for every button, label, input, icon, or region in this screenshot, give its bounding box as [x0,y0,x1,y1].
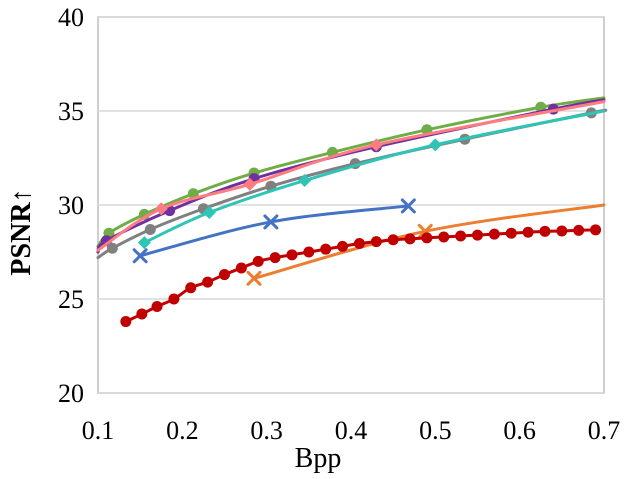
data-point [505,227,517,239]
data-point [298,174,312,188]
data-point [369,138,383,152]
series-pink [96,100,606,252]
series-line-teal [142,109,606,245]
data-point [488,228,500,240]
series-teal [137,109,606,250]
y-tick-label: 30 [58,191,84,220]
data-point [269,252,281,264]
tick-layer: 20 25 30 35 40 0.1 0.2 0.3 0.4 0.5 0.6 0.7 [58,3,620,445]
x-axis-label: Bpp [295,443,342,474]
data-point [522,226,534,238]
y-tick-label: 20 [58,379,84,408]
data-point [106,242,118,254]
data-point [573,224,585,236]
data-point [154,202,168,216]
x-tick-label: 0.4 [335,416,368,445]
data-point [137,236,151,250]
data-point [337,240,349,252]
x-tick-label: 0.2 [166,416,199,445]
data-point [400,198,416,214]
y-tick-label: 25 [58,285,84,314]
y-tick-label: 35 [58,97,84,126]
data-point [120,316,132,328]
x-tick-label: 0.5 [419,416,452,445]
data-point [556,225,568,237]
x-tick-label: 0.3 [250,416,283,445]
series-line-blue [138,204,410,258]
series-line-green [96,96,606,248]
series-layer [96,96,608,328]
series-blue [132,198,416,264]
x-tick-label: 0.7 [588,416,621,445]
data-point [246,270,262,286]
data-point [404,233,416,245]
data-point [370,236,382,248]
data-point [144,223,156,235]
data-point [219,269,230,281]
data-point [202,206,216,220]
data-point [303,246,315,258]
data-point [185,282,197,294]
series-green [96,96,606,248]
y-axis-label: PSNR↑ [6,188,37,275]
data-point [263,214,279,230]
data-point [202,276,214,288]
x-tick-label: 0.6 [503,416,536,445]
data-point [132,248,148,264]
y-tick-label: 40 [58,3,84,32]
data-point [235,262,247,274]
data-point [387,234,399,246]
data-point [472,229,483,241]
series-red [120,224,602,328]
data-point [353,238,365,250]
data-point [136,308,148,320]
data-point [428,138,442,152]
series-line-pink [96,100,606,252]
data-point [243,177,257,191]
data-point [455,230,467,242]
data-point [320,243,332,255]
data-point [438,231,450,243]
data-point [539,225,551,237]
data-point [590,224,602,236]
data-point [286,249,298,261]
x-tick-label: 0.1 [82,416,115,445]
data-point [252,255,264,267]
data-point [151,301,163,313]
data-point [421,232,433,244]
data-point [168,293,180,305]
